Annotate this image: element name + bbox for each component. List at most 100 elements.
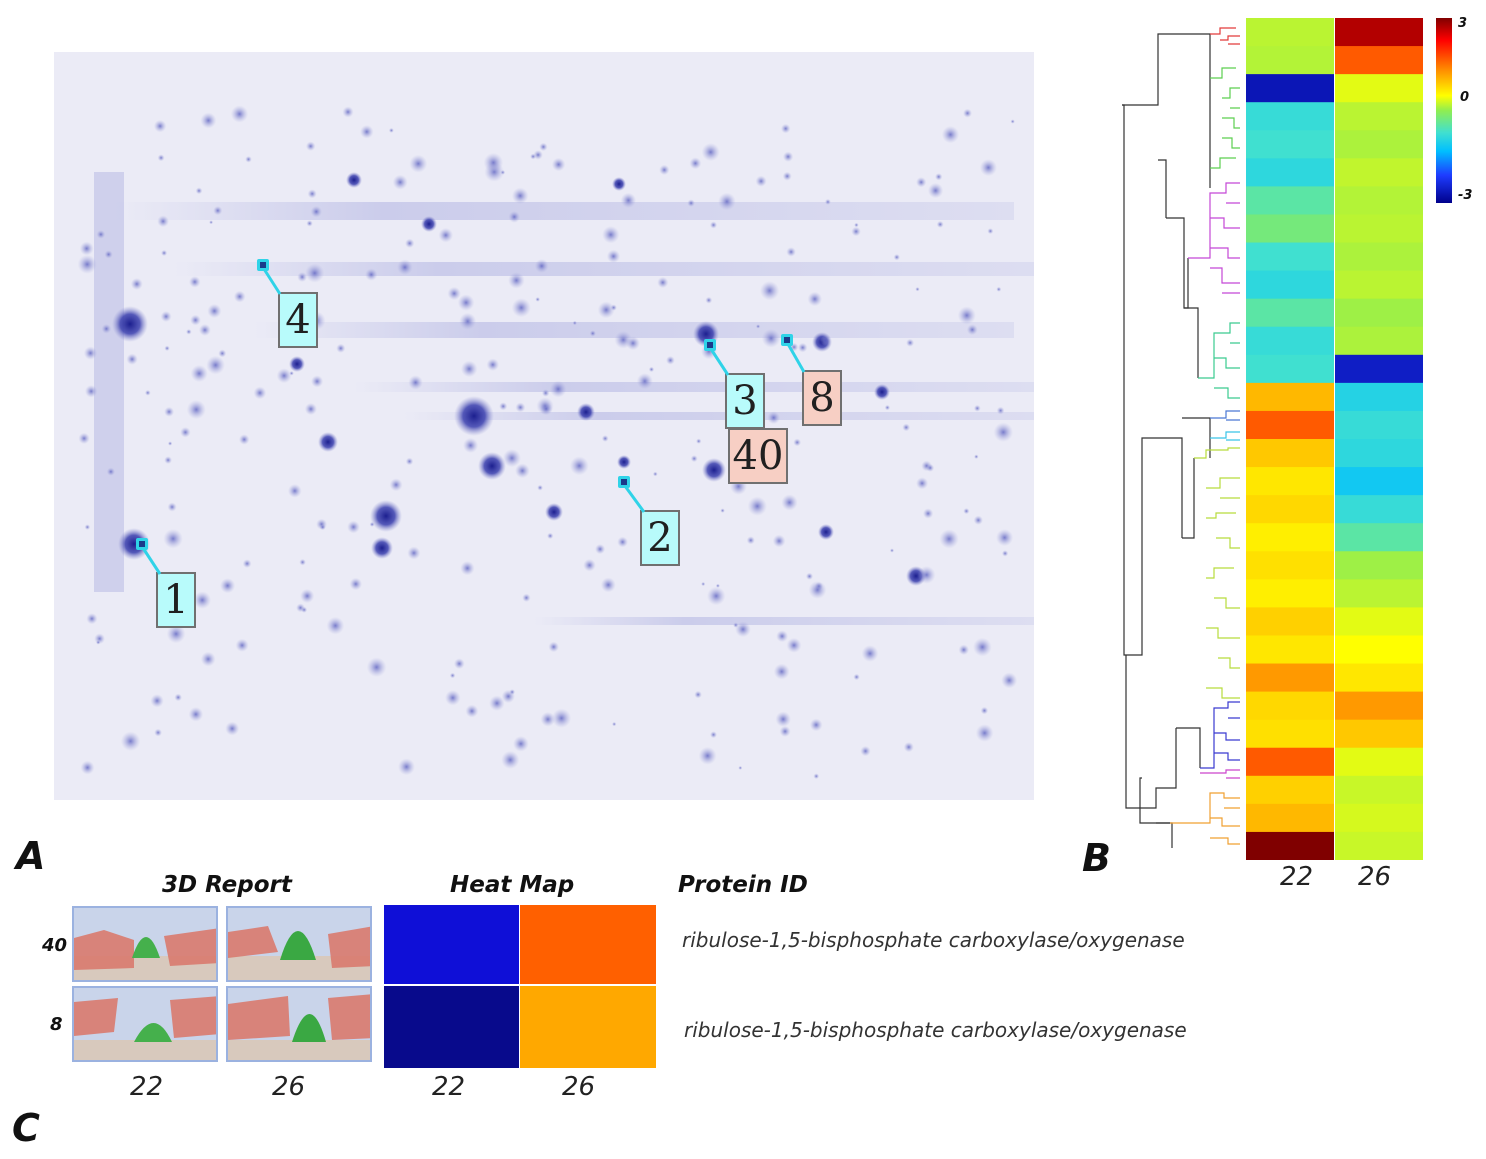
gel-spot (612, 721, 617, 727)
gel-spot (906, 338, 915, 347)
gel-spot (299, 558, 306, 566)
gel-spot (483, 152, 504, 173)
gel-spot (602, 226, 620, 244)
gel-spot (365, 268, 378, 281)
gel-spot (1010, 119, 1015, 124)
gel-spot (935, 173, 943, 181)
report-col-22-b: 22 (432, 1072, 466, 1102)
gel-spot (164, 456, 172, 464)
gel-spot (366, 657, 387, 678)
3d-thumb-8-26[interactable] (226, 986, 372, 1062)
gel-spot (973, 404, 981, 412)
protein-id-40: ribulose-1,5-bisphosphate carboxylase/ox… (682, 928, 1185, 952)
spot-marker-1[interactable] (136, 538, 148, 550)
gel-spot (392, 174, 408, 190)
heatmap-band (1246, 214, 1334, 244)
gel-spot (782, 151, 794, 162)
spot-label-2[interactable]: 2 (640, 510, 680, 566)
gel-spot (213, 206, 223, 216)
gel-spot (167, 441, 173, 446)
spot-marker-4[interactable] (257, 259, 269, 271)
spot-marker-2[interactable] (618, 476, 630, 488)
3d-thumb-8-22[interactable] (72, 986, 218, 1062)
gel-spot (449, 672, 456, 679)
colorbar (1436, 18, 1452, 203)
gel-spot (166, 624, 186, 644)
gel-spot (101, 323, 112, 334)
gel-spot (755, 175, 767, 187)
gel-spot (154, 728, 162, 737)
heatmap-column-22 (1246, 18, 1334, 860)
gel-spot (657, 276, 669, 289)
heat-cell-40-26 (520, 905, 656, 984)
gel-spot (190, 314, 201, 326)
gel-spot (706, 586, 726, 606)
heatmap-band (1335, 186, 1423, 216)
spot-marker-8[interactable] (781, 334, 793, 346)
gel-spot (966, 324, 978, 336)
gel-spot (963, 108, 972, 118)
gel-spot (917, 566, 936, 584)
gel-spot (996, 529, 1014, 547)
heatmap-band (1246, 298, 1334, 328)
spot-marker-3[interactable] (704, 339, 716, 351)
gel-spot (463, 437, 479, 453)
gel-spot (530, 153, 537, 160)
gel-spot (652, 471, 658, 477)
heatmap-band (1335, 242, 1423, 272)
gel-spot (508, 272, 525, 289)
panel-letter-b: B (1082, 836, 1111, 880)
gel-spot (84, 524, 91, 530)
gel-spot (540, 711, 556, 727)
gel-spot (767, 411, 781, 425)
gel-spot (276, 368, 292, 384)
gel-streak (94, 172, 124, 592)
gel-spot (939, 529, 959, 549)
heatmap-band (1246, 439, 1334, 468)
spot-label-3[interactable]: 3 (725, 373, 765, 429)
gel-spot (318, 432, 338, 452)
heatmap-band (1246, 410, 1334, 440)
gel-spot (710, 731, 717, 739)
gel-spot (747, 496, 767, 516)
heatmap-band (1246, 18, 1334, 47)
gel-spot (465, 704, 479, 718)
gel-spot (307, 189, 317, 199)
heatmap-band (1246, 242, 1334, 272)
heatmap-band (1246, 326, 1334, 356)
gel-spot (589, 330, 596, 337)
3d-thumb-40-22[interactable] (72, 906, 218, 982)
gel-spot (445, 690, 461, 706)
report-col-26-b: 26 (562, 1072, 596, 1102)
gel-spot (974, 454, 979, 460)
gel-spot (195, 187, 203, 195)
spot-label-1[interactable]: 1 (156, 572, 196, 628)
3d-thumb-40-26[interactable] (226, 906, 372, 982)
spot-label-40[interactable]: 40 (728, 428, 788, 484)
gel-spot (186, 400, 206, 420)
gel-spot (198, 324, 211, 336)
spot-label-4[interactable]: 4 (278, 292, 318, 348)
gel-spot (157, 215, 169, 228)
gel-spot (610, 304, 617, 311)
gel-spot (405, 457, 414, 466)
gel-streak (114, 202, 1014, 220)
panel-letter-c: C (12, 1106, 40, 1150)
dendrogram (1122, 27, 1240, 848)
gel-spot (83, 346, 98, 360)
gel-spot (193, 591, 212, 609)
gel-spot (782, 171, 792, 181)
gel-spot (296, 603, 305, 613)
gel-spot (304, 402, 317, 416)
gel-spot (534, 259, 549, 273)
heatmap-column-26 (1335, 18, 1423, 860)
gel-spot (915, 287, 920, 292)
gel-spot (547, 532, 554, 540)
gel-spot (189, 276, 201, 288)
gel-spot (157, 154, 165, 162)
gel-spot (161, 249, 168, 257)
spot-label-8[interactable]: 8 (802, 370, 842, 426)
gel-spot (447, 286, 461, 301)
gel-spot (597, 301, 615, 319)
gel-spot (786, 247, 796, 257)
